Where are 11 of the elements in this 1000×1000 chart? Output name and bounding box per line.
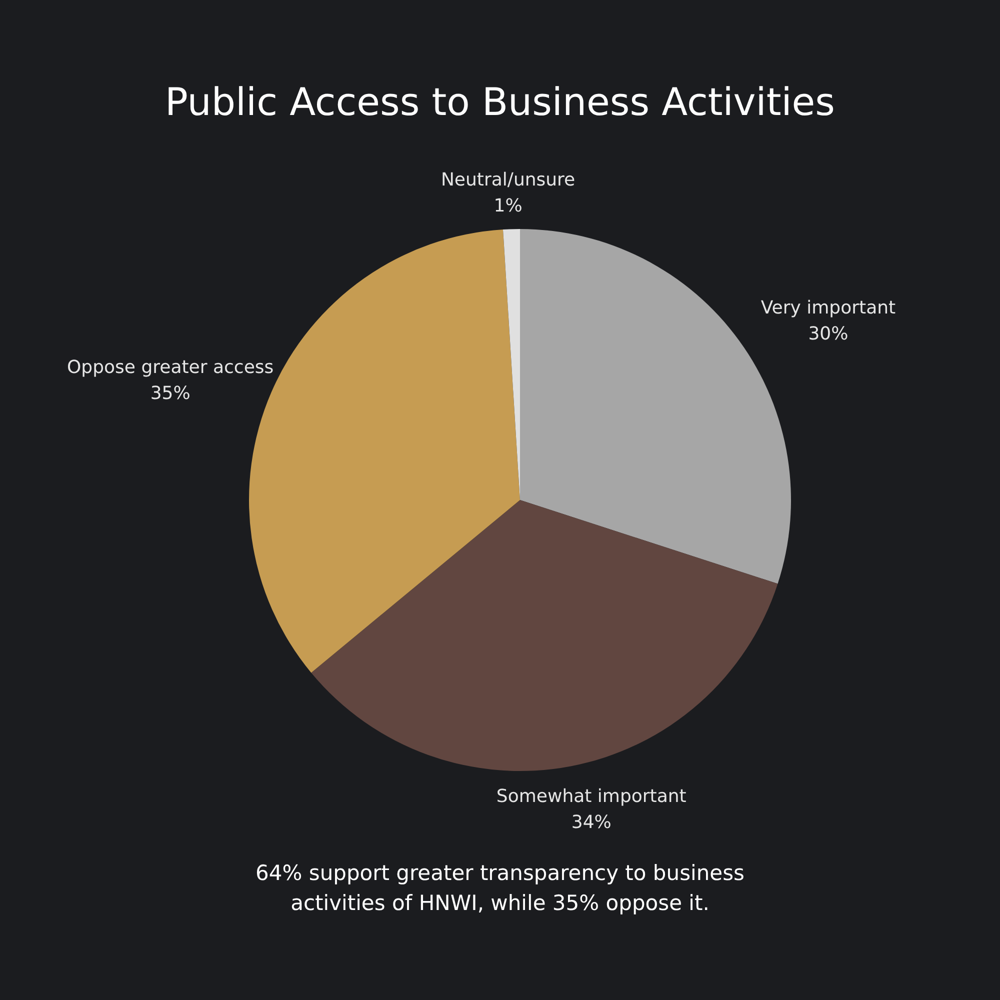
slice-label: Oppose greater access [67, 356, 274, 378]
data-label: 35% [150, 382, 190, 404]
slice-label: Neutral/unsure [440, 170, 576, 191]
chart-title: Public Access to Business Activities [165, 80, 835, 124]
data-label: 1% [494, 196, 522, 217]
data-label: 34% [571, 812, 612, 833]
slice-label: Somewhat important [496, 786, 686, 807]
pie-slice [311, 500, 778, 771]
data-label: 30% [808, 324, 848, 345]
slice-label: Very important [760, 298, 896, 319]
text: 64% support greater transparency to business activities of HNWI, while 35% oppose it. [254, 860, 746, 917]
